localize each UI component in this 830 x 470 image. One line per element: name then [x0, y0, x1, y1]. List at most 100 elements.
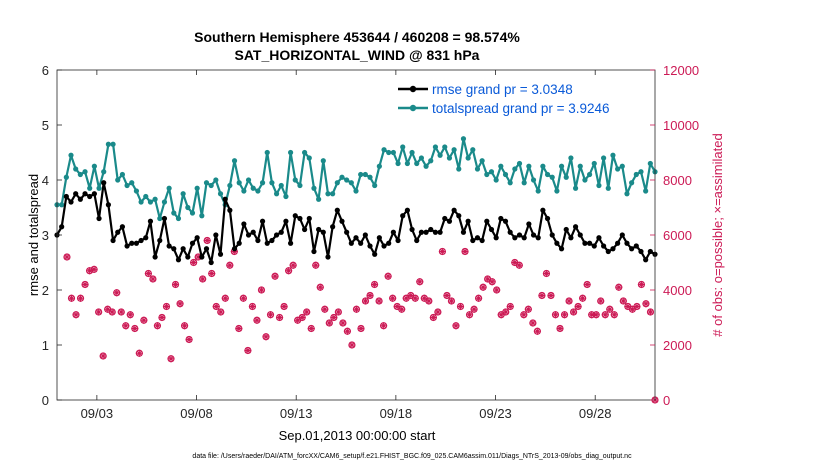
totalspread-point — [512, 166, 518, 172]
obs-assimilated-cross — [615, 283, 623, 291]
rmse-point — [460, 229, 467, 235]
obs-assimilated-cross — [316, 283, 324, 291]
rmse-point — [423, 229, 429, 235]
rmse-point — [400, 213, 406, 219]
obs-assimilated-cross — [86, 267, 94, 275]
totalspread-point — [59, 202, 65, 208]
rmse-point — [591, 243, 597, 249]
obs-count-marker — [339, 319, 347, 327]
rmse-point — [544, 215, 551, 222]
obs-assimilated-cross — [95, 308, 103, 316]
totalspread-point — [619, 163, 625, 169]
obs-assimilated-cross — [230, 248, 238, 255]
obs-count-marker — [131, 324, 139, 333]
totalspread-point — [601, 155, 607, 161]
obs-assimilated-cross — [456, 303, 464, 310]
rmse-point — [367, 243, 373, 249]
obs-assimilated-cross — [601, 311, 609, 319]
obs-assimilated-cross — [565, 297, 573, 305]
rmse-point — [516, 232, 523, 238]
rmse-point — [474, 235, 481, 241]
obs-assimilated-cross — [253, 316, 261, 324]
rmse-point — [175, 257, 182, 263]
rmse-point — [507, 229, 513, 235]
rmse-point — [381, 243, 387, 249]
obs-assimilated-cross — [642, 300, 650, 308]
obs-count-marker — [565, 297, 573, 305]
rmse-point — [320, 229, 326, 235]
rmse-point — [105, 202, 111, 208]
obs-assimilated-cross — [366, 292, 374, 299]
totalspread-point — [330, 191, 336, 197]
obs-count-marker — [289, 261, 297, 269]
obs-assimilated-cross — [511, 259, 519, 266]
totalspread-point — [386, 149, 392, 156]
totalspread-point — [456, 166, 462, 172]
obs-assimilated-cross — [624, 303, 632, 310]
totalspread-point — [157, 215, 163, 222]
rmse-point — [73, 191, 79, 197]
obs-assimilated-cross — [529, 319, 537, 327]
obs-count-marker — [411, 294, 419, 302]
obs-assimilated-cross — [144, 270, 152, 277]
obs-count-marker — [248, 302, 257, 311]
totalspread-point — [334, 180, 340, 186]
obs-count-marker — [312, 261, 320, 269]
obs-count-marker — [221, 294, 229, 302]
totalspread-point — [638, 169, 644, 175]
obs-count-marker — [465, 311, 474, 319]
obs-assimilated-cross — [556, 325, 564, 332]
rmse-point — [133, 240, 140, 246]
totalspread-point — [502, 171, 509, 178]
totalspread-point — [474, 166, 481, 172]
obs-assimilated-cross — [343, 327, 351, 335]
left-axis-label: rmse and totalspread — [26, 174, 41, 296]
obs-assimilated-cross — [122, 322, 130, 330]
obs-count-marker — [262, 333, 270, 341]
totalspread-point — [353, 188, 359, 194]
obs-count-marker — [325, 319, 333, 327]
totalspread-point — [615, 166, 621, 172]
obs-assimilated-cross — [619, 297, 627, 305]
rmse-point — [283, 218, 289, 224]
obs-count-marker — [126, 311, 134, 319]
obs-assimilated-cross — [479, 283, 487, 291]
totalspread-point — [236, 180, 242, 186]
rmse-point — [428, 226, 434, 233]
obs-assimilated-cross — [248, 303, 256, 310]
obs-assimilated-cross — [447, 297, 455, 305]
obs-count-marker — [569, 308, 578, 316]
obs-count-marker — [144, 269, 152, 278]
obs-count-marker — [330, 313, 338, 322]
series-lines — [54, 136, 658, 266]
totalspread-point — [624, 191, 630, 197]
obs-count-marker — [203, 236, 211, 245]
rmse-point — [59, 224, 65, 230]
rmse-point — [339, 218, 345, 224]
rmse-point — [138, 237, 144, 244]
totalspread-point — [316, 196, 322, 202]
obs-count-marker — [447, 297, 456, 305]
left-axis-ticks: 0 1 2 3 4 5 6 — [42, 63, 62, 408]
obs-count-marker — [637, 280, 646, 289]
obs-assimilated-cross — [524, 305, 532, 313]
left-tick-label: 2 — [42, 283, 49, 298]
obs-assimilated-cross — [542, 270, 550, 277]
obs-assimilated-cross — [104, 305, 112, 313]
totalspread-point — [610, 152, 616, 158]
x-tick-label: 09/18 — [380, 406, 413, 421]
obs-assimilated-cross — [221, 294, 229, 302]
rmse-point — [386, 240, 392, 246]
totalspread-point — [414, 160, 420, 167]
rmse-point — [376, 235, 382, 241]
rmse-point — [171, 246, 177, 252]
rmse-point — [297, 215, 303, 222]
totalspread-point — [526, 163, 532, 169]
totalspread-point — [325, 191, 331, 197]
obs-assimilated-cross — [398, 305, 406, 313]
totalspread-point — [283, 193, 289, 200]
totalspread-point — [110, 141, 116, 147]
rmse-point — [292, 213, 298, 219]
totalspread-point — [376, 163, 382, 169]
obs-assimilated-cross — [597, 297, 605, 305]
